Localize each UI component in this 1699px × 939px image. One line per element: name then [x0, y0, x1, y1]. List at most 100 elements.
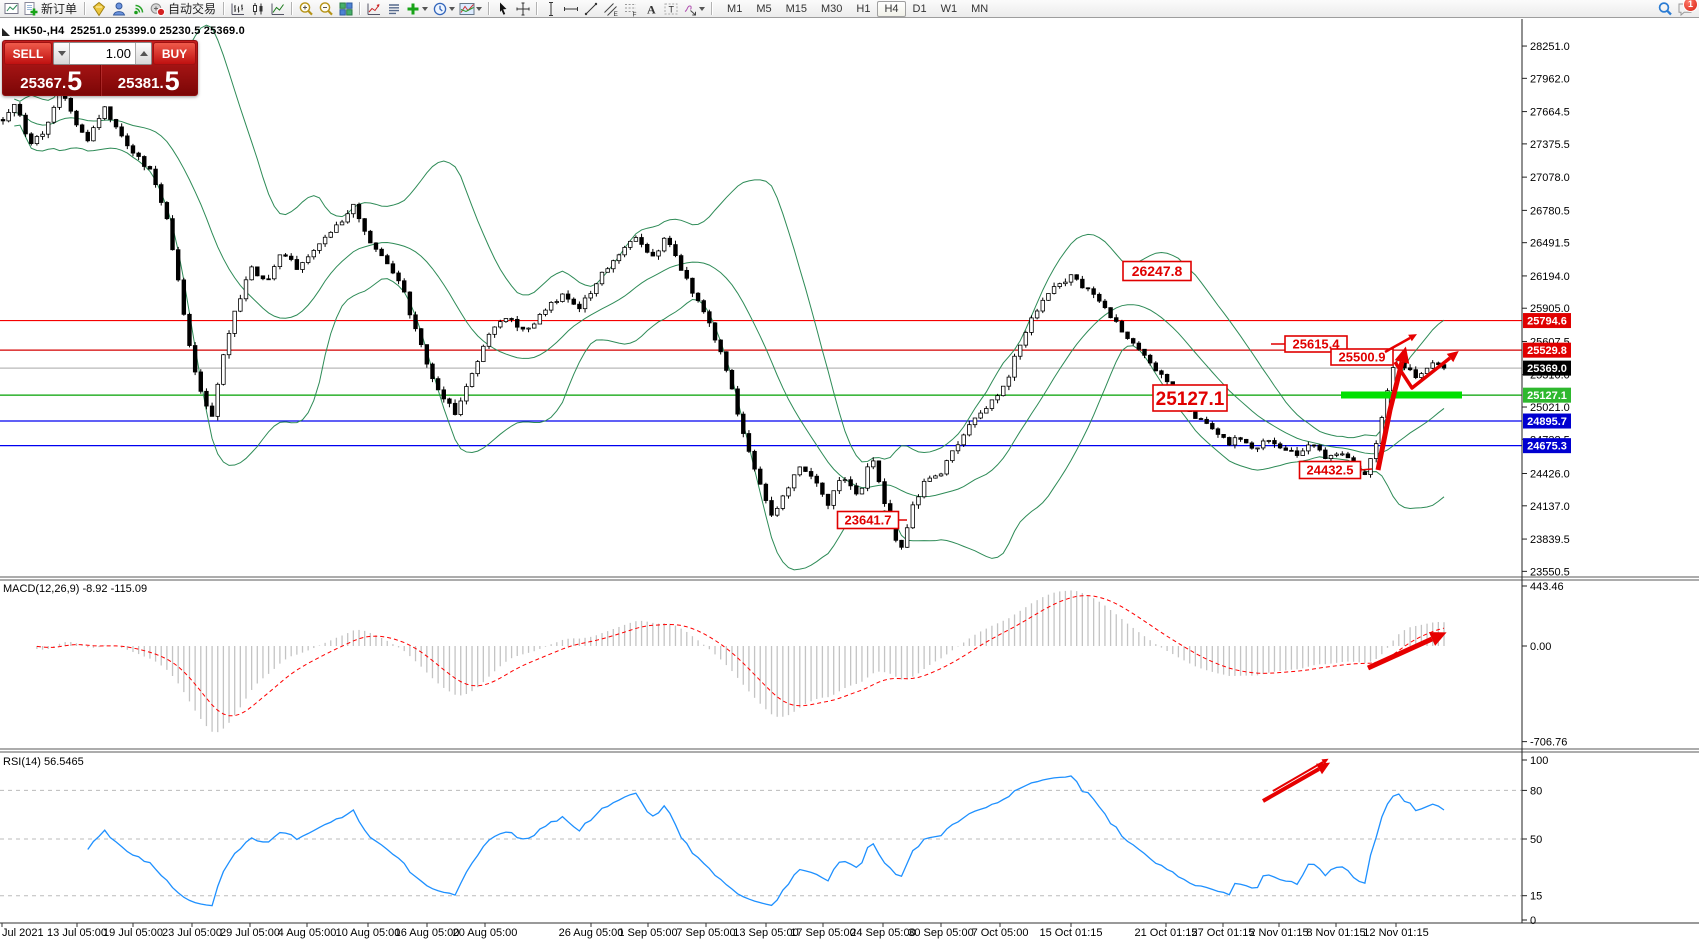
hline-glyph	[564, 6, 579, 11]
text-icon[interactable]: A	[641, 0, 661, 18]
time-tick-label: 21 Oct 01:15	[1135, 927, 1198, 939]
volume-input[interactable]	[70, 43, 135, 64]
price-annotation-text[interactable]: 24432.5	[1307, 463, 1354, 478]
candle-body	[255, 266, 260, 277]
symbol-ohlc-info: HK50-,H4 25251.0 25399.0 25230.5 25369.0	[14, 25, 245, 37]
timeframe-button-d1[interactable]: D1	[912, 2, 927, 15]
trend-arrow[interactable]	[1262, 767, 1320, 803]
candle-body	[1272, 440, 1277, 445]
price-tick-label: 23839.5	[1530, 534, 1570, 546]
bollinger-middle[interactable]	[14, 112, 1445, 498]
timeframe-button-m5[interactable]: M5	[756, 2, 772, 15]
price-annotation-text[interactable]: 25615.4	[1293, 337, 1341, 352]
candlestick-chart-icon[interactable]	[248, 0, 268, 18]
trendline-icon[interactable]	[581, 0, 601, 18]
candle-body	[29, 133, 34, 145]
indicators-icon[interactable]	[364, 0, 384, 18]
sell-price[interactable]: 25367. 5	[3, 65, 101, 96]
volume-decrease-button[interactable]	[54, 43, 70, 64]
timeframe-button-w1[interactable]: W1	[940, 2, 958, 15]
quotes-icon[interactable]	[89, 0, 109, 18]
candle-body	[786, 487, 791, 497]
new-order-button-label: 新订单	[41, 2, 78, 16]
trend-arrow[interactable]	[1393, 356, 1452, 390]
horizontal-line-icon[interactable]	[561, 0, 581, 18]
signals-icon[interactable]	[129, 0, 149, 18]
sell-button[interactable]: SELL	[4, 42, 52, 65]
price-annotation-text[interactable]: 23641.7	[845, 513, 892, 528]
tile-windows-icon[interactable]	[336, 0, 356, 18]
trend-arrow-head[interactable]	[1394, 346, 1410, 364]
trend-arrow-head[interactable]	[1428, 632, 1447, 646]
candle-body	[396, 272, 401, 282]
trend-arrow[interactable]	[1272, 761, 1324, 792]
buy-button[interactable]: BUY	[153, 42, 196, 65]
trend-arrow[interactable]	[1375, 361, 1405, 471]
timeframe-button-m1[interactable]: M1	[727, 2, 743, 15]
candle-body	[820, 482, 825, 495]
price-annotation-text[interactable]: 26247.8	[1132, 263, 1183, 279]
candle-body	[758, 468, 763, 485]
candle-body	[1012, 355, 1017, 378]
timeframe-button-m30[interactable]: M30	[821, 2, 843, 15]
bollinger-upper[interactable]	[14, 24, 1445, 463]
trend-arrow[interactable]	[1366, 636, 1434, 671]
candle-body	[571, 298, 576, 305]
arrows-icon[interactable]	[681, 0, 708, 18]
candle-body	[695, 292, 701, 302]
text-label-icon[interactable]: T	[661, 0, 681, 18]
crosshair-icon[interactable]	[513, 0, 533, 18]
candle-body	[486, 333, 492, 347]
indicator-list-icon[interactable]	[384, 0, 404, 18]
cursor-glyph	[500, 2, 507, 15]
new-order-button[interactable]: 新订单	[22, 0, 81, 18]
template-button[interactable]	[458, 0, 485, 18]
rsi-line	[87, 775, 1445, 907]
trend-arrow[interactable]	[1384, 336, 1411, 354]
price-annotation-box[interactable]	[1330, 348, 1394, 366]
timeframe-button-h1[interactable]: H1	[856, 2, 871, 15]
volume-increase-button[interactable]	[135, 43, 151, 64]
bollinger-lower[interactable]	[14, 124, 1445, 571]
timeframe-button-mn[interactable]: MN	[971, 2, 989, 15]
price-annotation-box[interactable]	[1122, 260, 1192, 282]
trend-arrow-head[interactable]	[1408, 334, 1417, 342]
periods-button[interactable]	[431, 0, 458, 18]
trend-arrow-head[interactable]	[1321, 758, 1329, 765]
fibo-glyph: F	[625, 3, 637, 17]
channel-icon[interactable]: E	[601, 0, 621, 18]
candle-body	[718, 339, 723, 353]
timeframe-button-h4[interactable]: H4	[877, 0, 906, 17]
auto-trading-button[interactable]: 自动交易	[149, 0, 220, 18]
time-tick-label: Jul 2021	[2, 927, 44, 939]
zoom-in-icon[interactable]	[296, 0, 316, 18]
price-annotation-box[interactable]	[1298, 460, 1362, 480]
support-highlight-bar[interactable]	[1341, 391, 1462, 399]
trend-arrow-head[interactable]	[1446, 351, 1459, 363]
candle-body	[288, 255, 294, 260]
search-icon[interactable]	[1655, 0, 1675, 18]
price-annotation-text[interactable]: 25500.9	[1339, 350, 1386, 365]
buy-price[interactable]: 25381. 5	[101, 65, 198, 96]
level-price-badge	[1523, 387, 1571, 403]
price-annotation-text[interactable]: 25127.1	[1156, 389, 1225, 410]
fibonacci-icon[interactable]: F	[621, 0, 641, 18]
time-tick-label: 19 Jul 05:00	[103, 927, 163, 939]
toolbar-separator	[488, 2, 491, 15]
cursor-icon[interactable]	[493, 0, 513, 18]
line-chart-icon[interactable]	[268, 0, 288, 18]
timeframe-button-m15[interactable]: M15	[785, 2, 807, 15]
candle-body	[277, 254, 283, 268]
vertical-line-icon[interactable]	[541, 0, 561, 18]
zoom-out-icon[interactable]	[316, 0, 336, 18]
price-annotation-box[interactable]	[1284, 335, 1348, 353]
notifications-icon[interactable]: 1	[1675, 0, 1698, 18]
candle-body	[661, 237, 667, 252]
market-watch-icon[interactable]	[109, 0, 129, 18]
trend-arrow-head[interactable]	[1316, 762, 1331, 775]
price-annotation-box[interactable]	[836, 510, 900, 530]
price-annotation-box[interactable]	[1152, 384, 1228, 412]
add-indicator-button[interactable]	[404, 0, 431, 18]
chart-window-icon[interactable]	[2, 0, 22, 18]
bar-chart-icon[interactable]	[228, 0, 248, 18]
